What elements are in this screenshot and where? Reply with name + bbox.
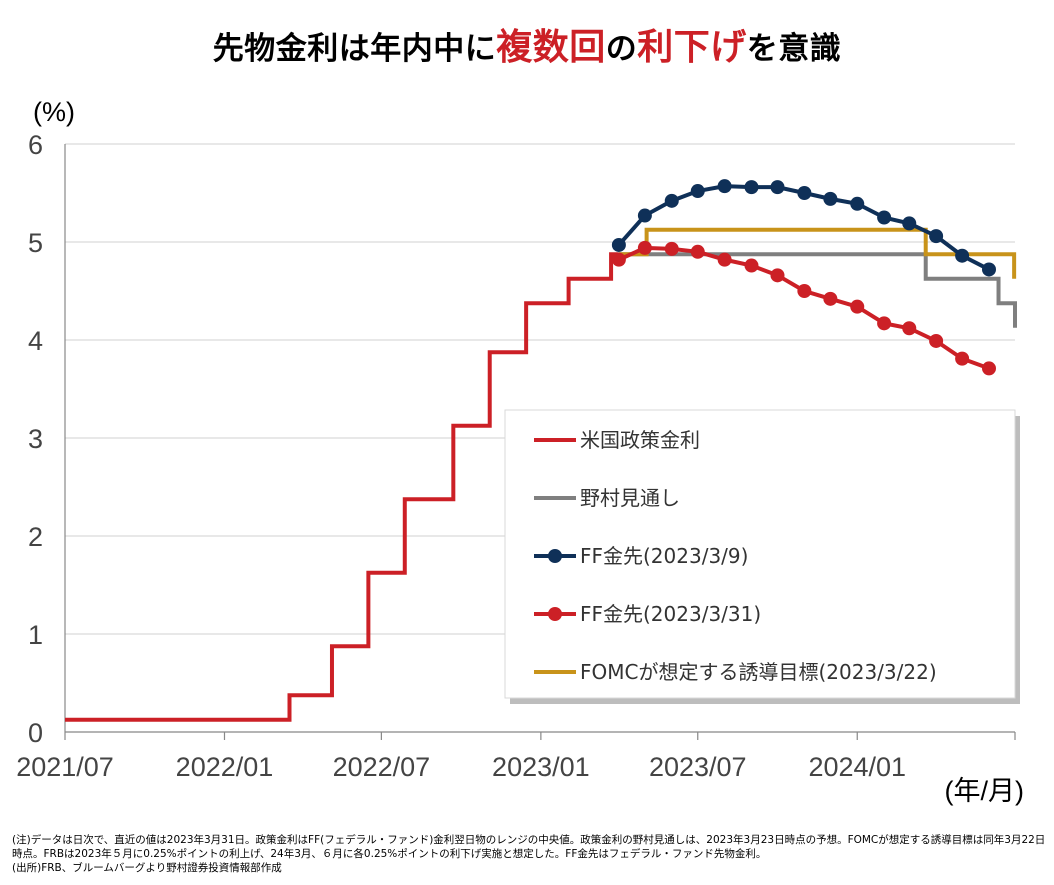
chart-title: 先物金利は年内中に複数回の利下げを意識	[0, 18, 1054, 70]
data-point	[877, 210, 892, 225]
y-tick-label: 2	[28, 522, 43, 552]
title-part-5: を意識	[746, 31, 842, 67]
x-tick-label: 2022/07	[333, 752, 431, 782]
data-point	[664, 193, 679, 208]
chart-area: 0 1 2 3 4 5 6 2021/07 2022/01 2022/07 2023/01 2023/…	[16, 97, 1024, 806]
x-tick-label: 2023/01	[492, 752, 590, 782]
y-tick-label: 0	[28, 718, 43, 748]
series-line	[618, 245, 990, 371]
data-point	[823, 191, 838, 206]
data-point	[664, 241, 679, 256]
legend-label: 米国政策金利	[580, 428, 700, 452]
data-point	[690, 244, 705, 259]
data-point	[770, 180, 785, 195]
data-point	[981, 262, 996, 277]
legend-label: FF金先(2023/3/9)	[580, 544, 748, 568]
data-point	[981, 361, 996, 376]
x-axis-unit: (年/月)	[945, 776, 1024, 806]
y-axis-unit: (%)	[33, 97, 75, 127]
legend-marker	[548, 607, 562, 621]
data-point	[690, 184, 705, 199]
x-tick-label: 2023/07	[649, 752, 747, 782]
series-line	[618, 252, 1017, 328]
title-part-1: 先物金利は年内中に	[212, 31, 497, 67]
data-point	[929, 229, 944, 244]
data-point	[877, 316, 892, 331]
x-tick-label: 2021/07	[16, 752, 114, 782]
data-point	[797, 284, 812, 298]
y-tick-label: 3	[28, 424, 43, 454]
data-point	[955, 351, 970, 366]
data-point	[744, 180, 759, 195]
data-point	[770, 268, 785, 283]
data-point	[929, 333, 944, 348]
legend-marker	[548, 549, 562, 563]
footnote: (注)データは日次で、直近の値は2023年3月31日。政策金利はFF(フェデラル…	[12, 834, 1046, 874]
y-tick-label: 5	[28, 228, 43, 258]
legend-box	[504, 409, 1016, 699]
title-emphasis-2: 利下げ	[637, 27, 747, 68]
data-point	[744, 258, 759, 273]
legend-label: FF金先(2023/3/31)	[580, 602, 761, 626]
title-part-3: の	[605, 31, 638, 67]
data-point	[611, 237, 626, 252]
data-point	[637, 240, 652, 255]
data-point	[797, 186, 812, 200]
data-point	[955, 248, 970, 263]
legend-label: 野村見通し	[580, 486, 680, 510]
title-emphasis-1: 複数回	[496, 27, 606, 68]
data-point	[717, 252, 732, 267]
data-point	[717, 179, 732, 194]
y-tick-label: 1	[28, 620, 43, 650]
data-point	[823, 291, 838, 306]
y-tick-label: 4	[28, 326, 43, 356]
y-tick-label: 6	[28, 130, 43, 160]
data-point	[850, 299, 865, 314]
data-point	[850, 196, 865, 211]
data-point	[902, 321, 917, 336]
x-tick-label: 2022/01	[176, 752, 274, 782]
x-tick-label: 2024/01	[808, 752, 906, 782]
data-point	[637, 208, 652, 223]
data-point	[902, 216, 917, 231]
series-line	[65, 252, 619, 722]
legend-label: FOMCが想定する誘導目標(2023/3/22)	[580, 660, 937, 684]
